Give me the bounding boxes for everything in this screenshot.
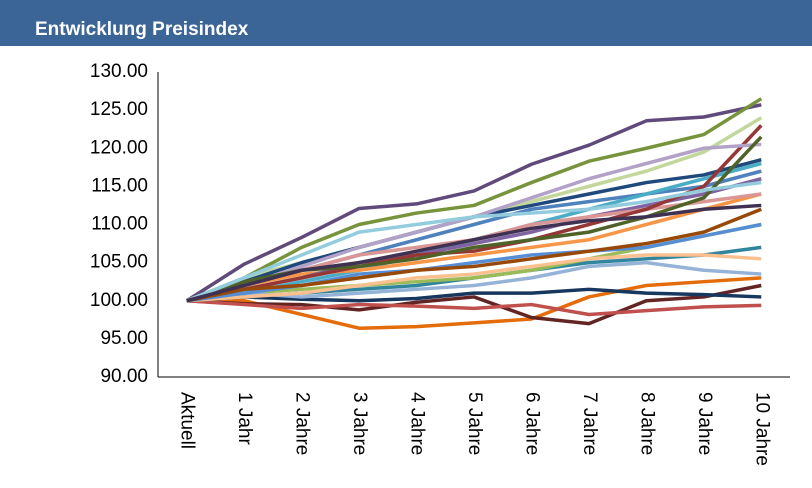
y-tick-label: 100.00	[90, 290, 148, 311]
series-line	[186, 299, 762, 317]
series-line	[186, 180, 762, 303]
y-tick-label: 130.00	[90, 61, 148, 82]
series-line	[186, 97, 763, 303]
x-tick-label: 3 Jahre	[349, 392, 370, 455]
series-line	[186, 124, 763, 303]
series-line	[186, 283, 762, 326]
series-line	[185, 103, 762, 303]
y-tick-label: 110.00	[91, 214, 148, 235]
series-line	[186, 253, 762, 303]
x-tick-label: 7 Jahre	[579, 392, 600, 455]
series-line	[186, 276, 762, 330]
series-line	[186, 203, 762, 303]
x-tick-label: 4 Jahre	[407, 392, 428, 455]
header-bar	[0, 0, 812, 46]
y-tick-label: 115.00	[91, 175, 148, 196]
x-tick-label: 9 Jahre	[694, 392, 715, 455]
y-tick-label: 90.00	[100, 366, 148, 387]
x-tick-label: Aktuell	[177, 392, 198, 449]
chart-title: Entwicklung Preisindex	[35, 19, 249, 40]
y-tick-label: 120.00	[90, 137, 148, 158]
x-tick-label: 2 Jahre	[292, 392, 313, 455]
x-tick-label: 1 Jahr	[234, 392, 255, 445]
y-tick-label: 95.00	[100, 328, 148, 349]
series-line	[186, 192, 762, 303]
y-tick-label: 125.00	[90, 99, 148, 120]
series-line	[186, 287, 762, 303]
x-tick-label: 8 Jahre	[636, 392, 657, 455]
x-tick-label: 10 Jahre	[751, 392, 772, 466]
y-tick-label: 105.00	[90, 252, 148, 273]
series-line	[186, 207, 762, 303]
x-tick-label: 5 Jahre	[464, 392, 485, 455]
x-tick-label: 6 Jahre	[521, 392, 542, 455]
